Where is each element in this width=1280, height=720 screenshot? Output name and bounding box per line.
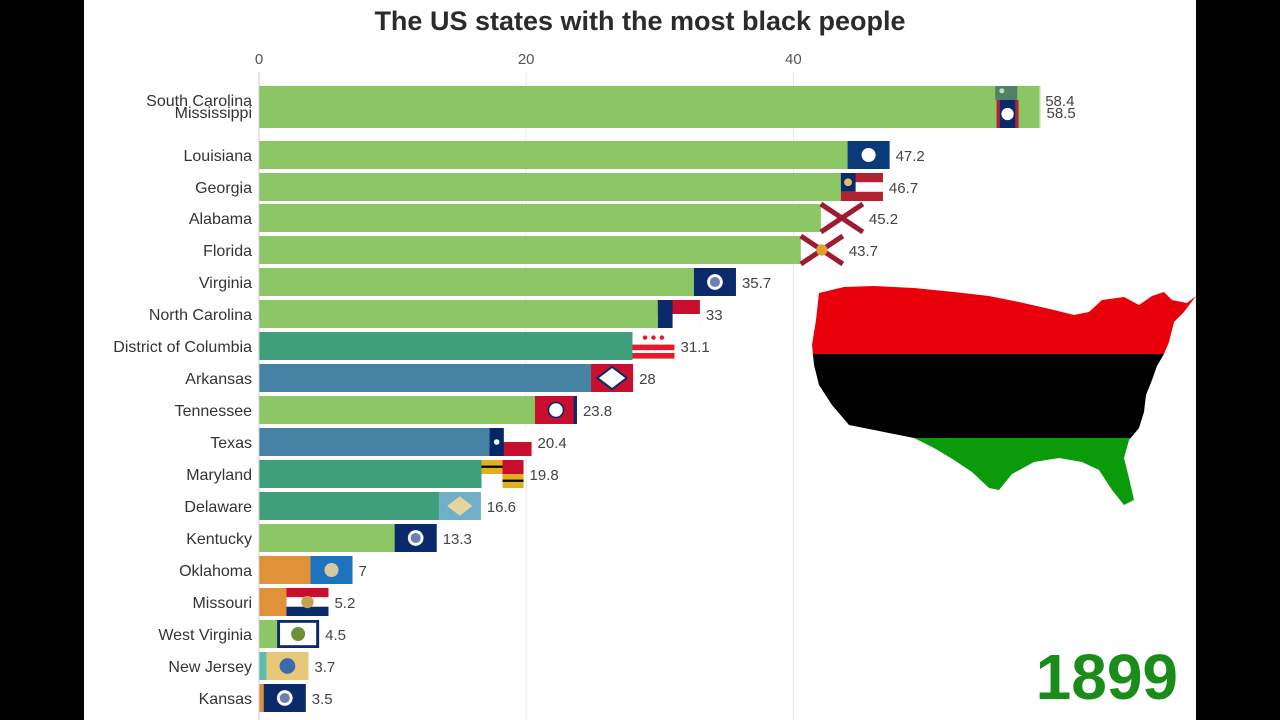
bar xyxy=(259,236,843,264)
florida-flag-icon xyxy=(799,233,845,267)
alabama-flag-icon xyxy=(819,201,865,235)
year-label: 1899 xyxy=(1035,641,1178,713)
value-label: 43.7 xyxy=(849,243,878,260)
value-label: 7 xyxy=(359,563,367,580)
category-label: Kentucky xyxy=(186,531,252,548)
tennessee-flag-icon xyxy=(534,396,577,424)
x-tick-label: 40 xyxy=(785,51,802,68)
louisiana-flag-icon xyxy=(847,141,890,169)
value-label: 46.7 xyxy=(889,180,918,197)
mississippi-flag-icon xyxy=(996,100,1019,128)
value-label: 4.5 xyxy=(325,627,346,644)
bar xyxy=(259,141,890,169)
bar xyxy=(259,268,736,296)
category-label: Delaware xyxy=(184,499,252,516)
bar xyxy=(259,364,634,392)
bar xyxy=(259,460,524,488)
west-virginia-flag-icon xyxy=(277,620,320,648)
category-label: Maryland xyxy=(186,467,252,484)
category-label: Missouri xyxy=(192,595,252,612)
oklahoma-flag-icon xyxy=(310,556,353,584)
value-label: 13.3 xyxy=(443,531,472,548)
bar xyxy=(259,428,532,456)
chart-stage: The US states with the most black people… xyxy=(84,0,1196,720)
bar xyxy=(259,300,700,328)
category-label: District of Columbia xyxy=(113,339,252,356)
bar xyxy=(259,173,883,201)
virginia-flag-icon xyxy=(693,268,736,296)
kentucky-flag-icon xyxy=(394,524,437,552)
category-label: Virginia xyxy=(199,275,252,292)
texas-flag-icon xyxy=(489,428,532,456)
us-map-pan-african-flag-icon xyxy=(812,286,1196,505)
chart-title: The US states with the most black people xyxy=(374,6,906,36)
district-of-columbia-flag-icon xyxy=(632,332,675,360)
maryland-flag-icon xyxy=(481,460,524,488)
value-label: 5.2 xyxy=(334,595,355,612)
georgia-flag-icon xyxy=(840,173,883,201)
bar-chart: 0 20 40 South Carolina 58.4 Mississippi 58.5 Lo… xyxy=(113,51,1196,720)
value-label: 58.5 xyxy=(1047,105,1076,122)
bar xyxy=(259,204,863,232)
value-label: 58.4 xyxy=(1045,93,1074,110)
value-label: 19.8 xyxy=(530,467,559,484)
value-label: 16.6 xyxy=(487,499,516,516)
value-label: 33 xyxy=(706,307,723,324)
delaware-flag-icon xyxy=(438,492,481,520)
x-tick-label: 0 xyxy=(255,51,263,68)
bar xyxy=(259,396,577,424)
value-label: 47.2 xyxy=(896,148,925,165)
value-label: 3.7 xyxy=(314,659,335,676)
category-label: South Carolina xyxy=(146,93,252,110)
new-jersey-flag-icon xyxy=(266,652,309,680)
category-label: North Carolina xyxy=(149,307,252,324)
category-label: Florida xyxy=(203,243,252,260)
missouri-flag-icon xyxy=(286,588,329,616)
category-label: New Jersey xyxy=(168,659,252,676)
value-label: 31.1 xyxy=(680,339,709,356)
value-label: 23.8 xyxy=(583,403,612,420)
category-label: Tennessee xyxy=(175,403,252,420)
value-label: 35.7 xyxy=(742,275,771,292)
category-label: Georgia xyxy=(195,180,252,197)
value-label: 45.2 xyxy=(869,211,898,228)
value-label: 20.4 xyxy=(538,435,567,452)
category-label: Kansas xyxy=(199,691,252,708)
north-carolina-flag-icon xyxy=(657,300,700,328)
kansas-flag-icon xyxy=(263,684,306,712)
category-label: Oklahoma xyxy=(179,563,252,580)
category-label: Arkansas xyxy=(185,371,252,388)
value-label: 28 xyxy=(639,371,656,388)
category-label: West Virginia xyxy=(158,627,252,644)
x-tick-label: 20 xyxy=(518,51,535,68)
bar xyxy=(259,86,1041,128)
category-label: Texas xyxy=(210,435,252,452)
bar xyxy=(259,332,675,360)
category-label: Alabama xyxy=(189,211,252,228)
category-label: Louisiana xyxy=(184,148,253,165)
category-label: Mississippi xyxy=(175,105,252,122)
value-label: 3.5 xyxy=(312,691,333,708)
arkansas-flag-icon xyxy=(591,364,634,392)
